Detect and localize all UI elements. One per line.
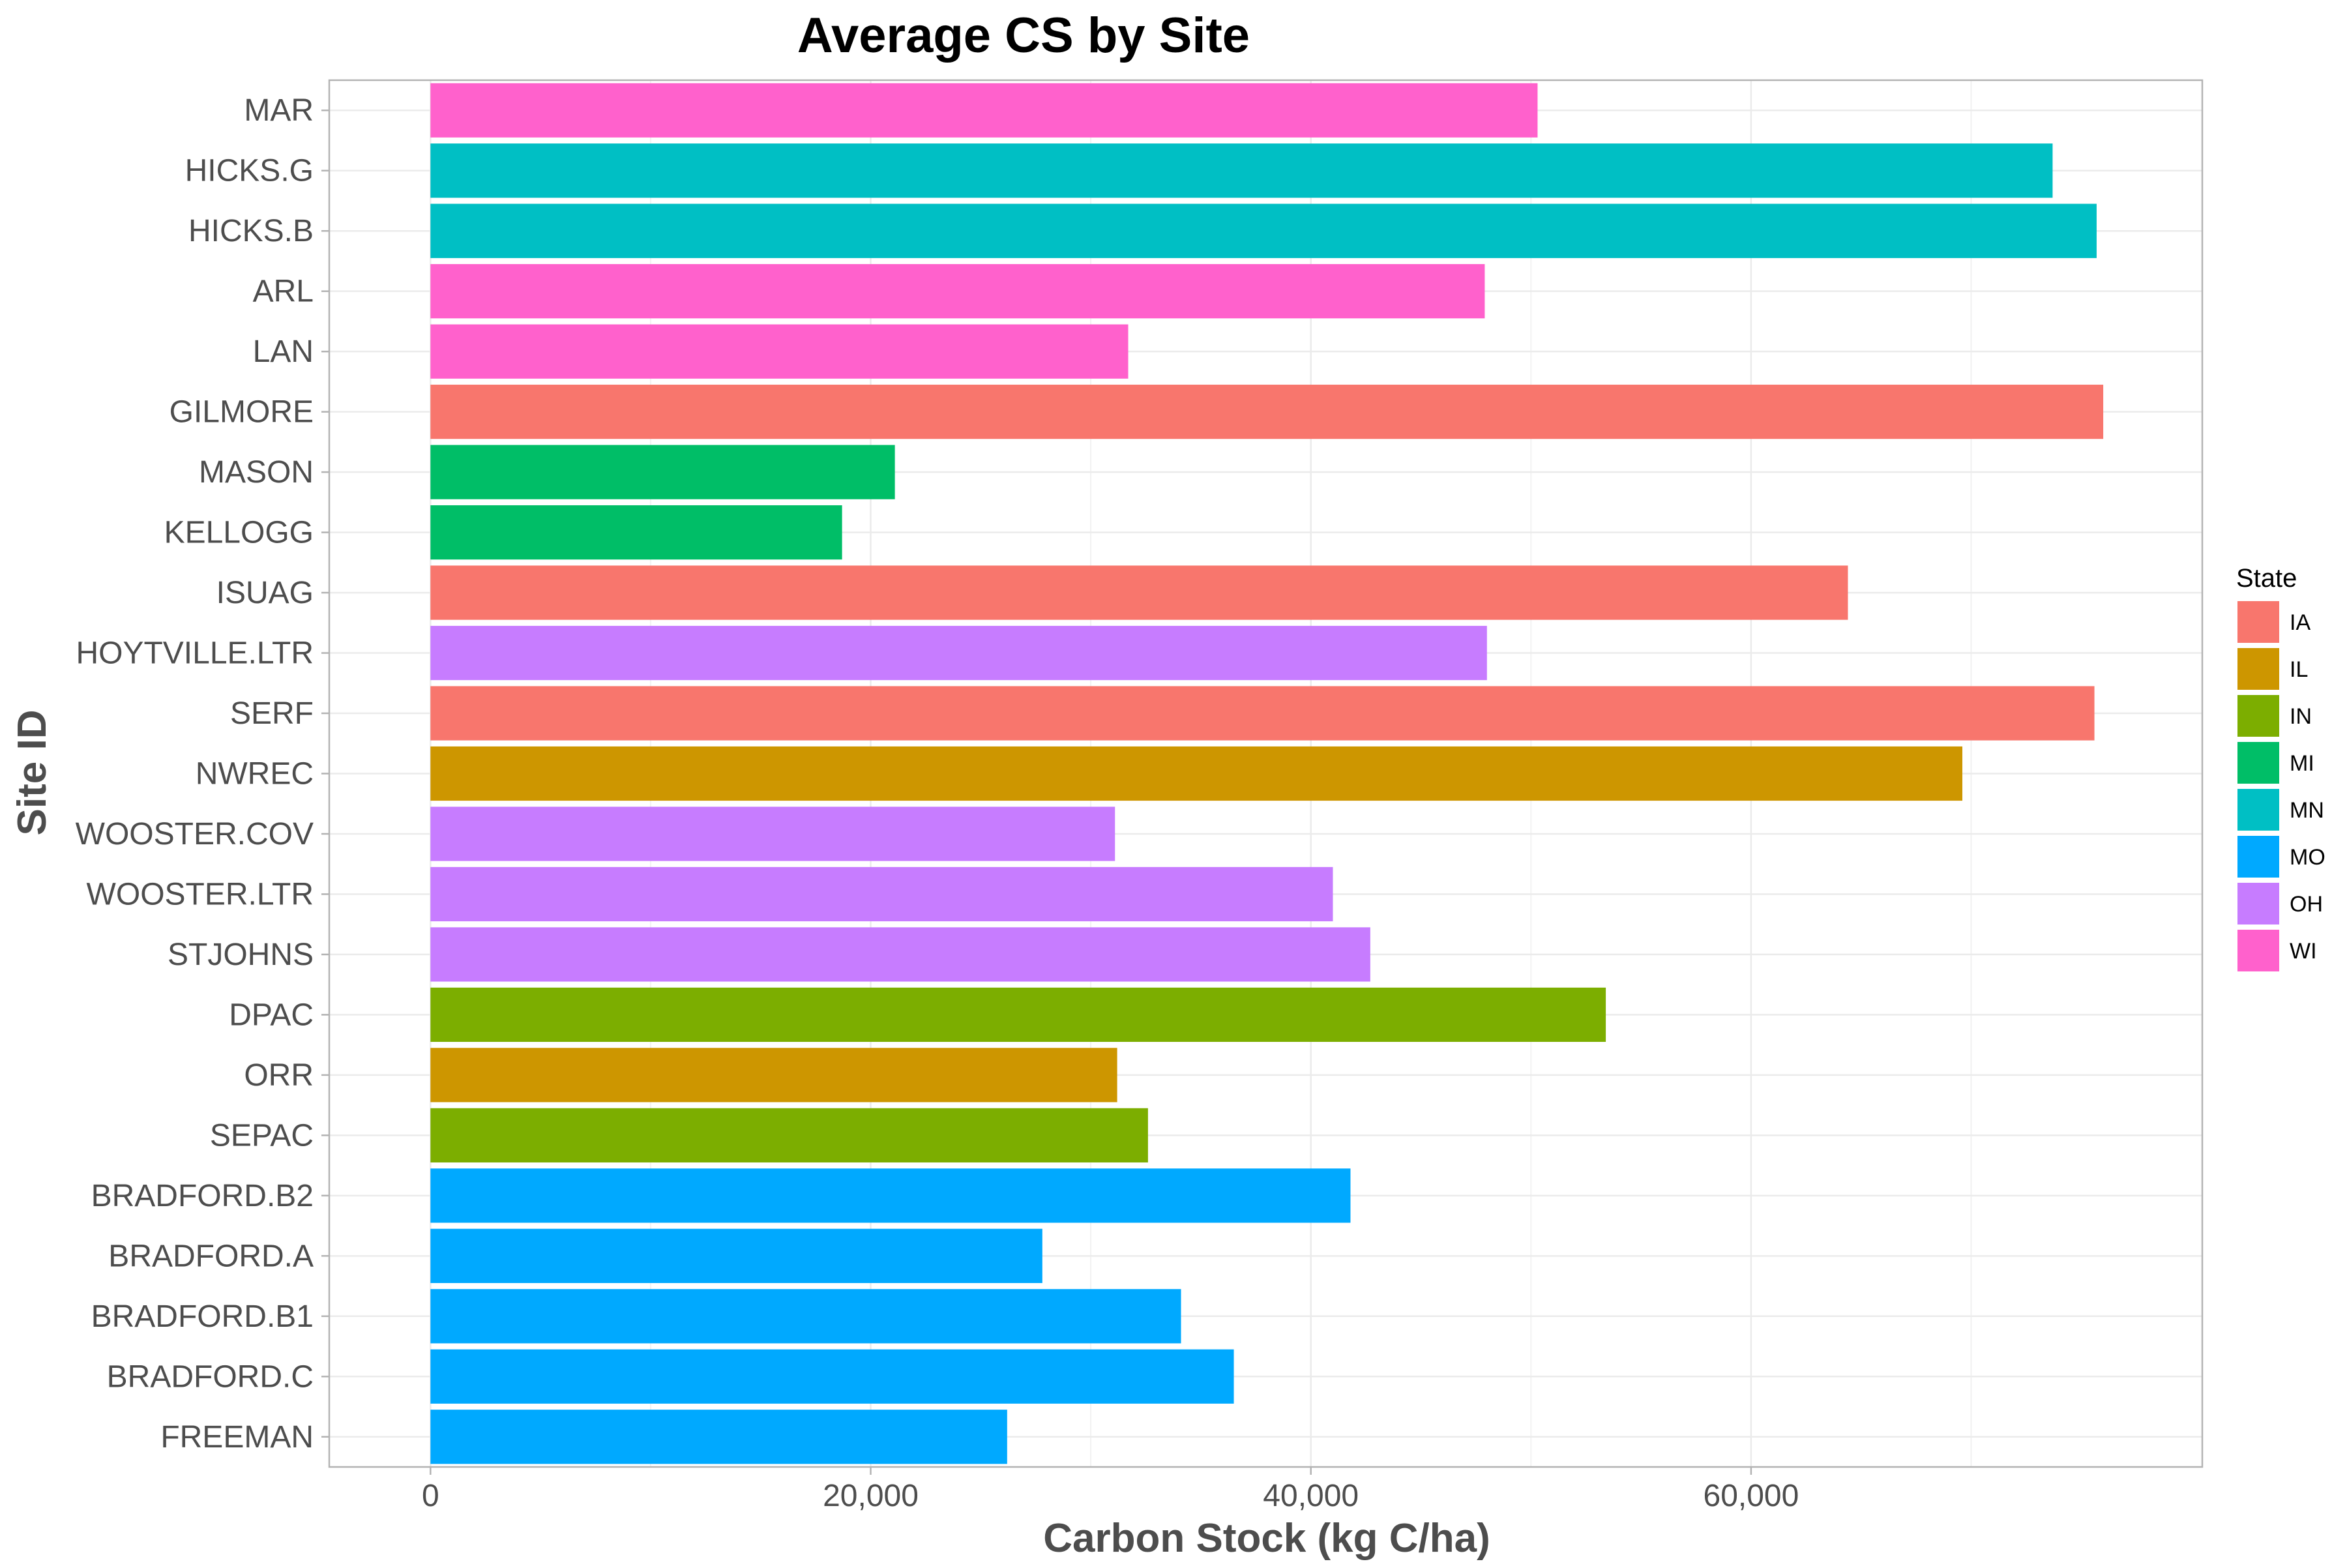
y-tick-label: HICKS.G (185, 154, 314, 188)
legend-key-oh (2237, 883, 2279, 925)
bar-orr (430, 1048, 1117, 1102)
bar-freeman (430, 1410, 1007, 1464)
bar-bradford-b2 (430, 1168, 1351, 1223)
y-tick-label: ARL (253, 274, 314, 309)
x-tick-label: 0 (422, 1479, 439, 1513)
x-axis-title: Carbon Stock (kg C/ha) (1043, 1516, 1490, 1561)
bar-wooster-cov (430, 806, 1115, 861)
bar-isuag (430, 565, 1848, 620)
legend-title: State (2236, 564, 2297, 593)
bar-bradford-c (430, 1349, 1234, 1404)
bar-sepac (430, 1108, 1148, 1162)
bar-hoytville-ltr (430, 625, 1487, 681)
y-tick-label: BRADFORD.B1 (91, 1299, 314, 1334)
y-tick-label: WOOSTER.LTR (87, 877, 314, 911)
legend-key-il (2237, 648, 2279, 690)
y-tick-label: BRADFORD.B2 (91, 1179, 314, 1213)
legend-key-mi (2237, 742, 2279, 784)
bar-mar (430, 83, 1538, 138)
y-tick-label: STJOHNS (168, 938, 314, 972)
legend-key-ia (2237, 601, 2279, 643)
y-tick-label: BRADFORD.C (107, 1359, 314, 1394)
legend-key-wi (2237, 930, 2279, 971)
y-tick-label: SERF (230, 696, 314, 731)
bar-stjohns (430, 927, 1370, 982)
chart-title: Average CS by Site (797, 8, 1250, 63)
legend-label-mn: MN (2290, 798, 2324, 823)
y-axis-title: Site ID (10, 710, 55, 836)
x-axis-ticks: 0 20,000 40,000 60,000 (422, 1467, 1799, 1513)
x-tick-label: 20,000 (823, 1479, 919, 1513)
bar-gilmore (430, 385, 2104, 439)
y-tick-label: ORR (244, 1058, 314, 1093)
x-tick-label: 60,000 (1704, 1479, 1799, 1513)
y-tick-label: FREEMAN (160, 1420, 314, 1455)
bar-nwrec (430, 746, 1963, 801)
y-tick-label: KELLOGG (164, 516, 314, 550)
y-tick-label: BRADFORD.A (108, 1239, 314, 1273)
bars-layer (328, 79, 2204, 1468)
bar-wooster-ltr (430, 866, 1333, 922)
y-tick-label: HOYTVILLE.LTR (76, 636, 314, 671)
legend-key-in (2237, 695, 2279, 737)
legend-label-oh: OH (2290, 892, 2323, 917)
y-tick-label: ISUAG (216, 576, 314, 610)
y-axis-ticks: MAR HICKS.G HICKS.B ARL LAN GILMORE MASON KELLO… (76, 93, 329, 1455)
bar-arl (430, 264, 1485, 319)
legend-label-mo: MO (2290, 845, 2325, 870)
y-tick-label: NWREC (196, 757, 314, 791)
bar-bradford-b1 (430, 1289, 1181, 1344)
bar-hicks-g (430, 143, 2053, 198)
bar-kellogg (430, 505, 842, 560)
bar-bradford-a (430, 1228, 1042, 1283)
y-tick-label: SEPAC (210, 1118, 314, 1153)
y-tick-label: GILMORE (170, 395, 314, 430)
legend-label-ia: IA (2290, 610, 2310, 635)
legend-key-mn (2237, 789, 2279, 831)
y-tick-label: MASON (199, 455, 314, 490)
legend-label-wi: WI (2290, 939, 2317, 964)
y-tick-label: LAN (253, 334, 314, 369)
bar-lan (430, 324, 1129, 379)
legend-label-mi: MI (2290, 751, 2314, 776)
y-tick-label: WOOSTER.COV (76, 817, 314, 851)
y-tick-label: DPAC (229, 998, 314, 1032)
bar-hicks-b (430, 203, 2097, 258)
y-tick-label: MAR (244, 93, 314, 128)
legend-key-mo (2237, 836, 2279, 878)
bar-dpac (430, 987, 1606, 1043)
y-tick-label: HICKS.B (188, 214, 314, 248)
legend-label-in: IN (2290, 704, 2312, 729)
legend-label-il: IL (2290, 657, 2308, 682)
bar-serf (430, 686, 2095, 741)
x-tick-label: 40,000 (1263, 1479, 1359, 1513)
legend: State IA IL IN MI MN MO OH WI (2236, 564, 2325, 971)
bar-mason (430, 445, 895, 499)
